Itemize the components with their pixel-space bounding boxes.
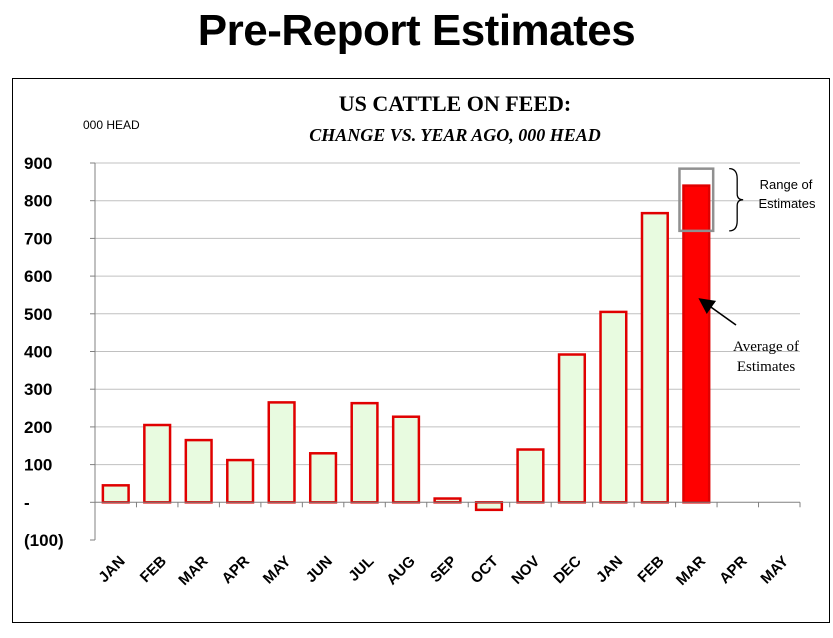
y-tick-label: 800 <box>24 192 52 211</box>
range-label-line2: Estimates <box>758 196 816 211</box>
y-tick-label: 700 <box>24 229 52 248</box>
bar <box>640 211 669 504</box>
page-title: Pre-Report Estimates <box>197 6 636 55</box>
bar <box>101 484 130 504</box>
bar <box>516 448 545 504</box>
x-tick-label: JUN <box>303 553 336 586</box>
bar <box>557 353 587 504</box>
y-tick-label: 900 <box>24 154 52 173</box>
range-label-line1: Range of <box>760 177 813 192</box>
x-tick-label: FEB <box>634 553 667 586</box>
x-tick-label: MAY <box>260 553 295 588</box>
x-tick-label: SEP <box>427 553 460 586</box>
x-tick-label: JAN <box>593 553 626 586</box>
average-arrow <box>698 298 737 326</box>
bar <box>433 497 462 504</box>
axes <box>90 162 801 541</box>
chart-frame <box>12 78 830 623</box>
y-tick-label: 600 <box>24 267 52 286</box>
y-tick-label: - <box>24 493 30 512</box>
x-tick-labels: JAN FEB MAR APR MAY JUN JUL AUG SEP OCT NOV DEC JAN F… <box>95 553 792 589</box>
x-tick-label: APR <box>219 553 254 588</box>
x-tick-label: OCT <box>467 553 501 587</box>
y-tick-label: 100 <box>24 456 52 475</box>
y-tick-label: 300 <box>24 380 52 399</box>
average-label-line1: Average of <box>733 339 799 355</box>
estimate-range-box <box>678 167 715 233</box>
x-tick-label: MAR <box>673 553 709 589</box>
annotations: Range of Estimates Average of Estimates <box>678 167 816 375</box>
range-brace <box>729 168 744 232</box>
bar <box>391 415 421 504</box>
y-tick-label: 400 <box>24 343 52 362</box>
bars <box>101 184 711 512</box>
x-tick-label: APR <box>716 553 751 588</box>
y-tick-labels: 900 800 700 600 500 400 300 200 100 - (100) <box>24 154 64 550</box>
x-tick-label: MAR <box>175 553 211 589</box>
average-label-line2: Estimates <box>737 359 795 375</box>
bar <box>226 458 255 504</box>
x-tick-label: AUG <box>383 553 419 589</box>
bar <box>308 452 338 504</box>
bar <box>599 310 628 504</box>
chart-subtitle: CHANGE VS. YEAR AGO, 000 HEAD <box>309 125 601 145</box>
x-tick-label: MAY <box>757 553 792 588</box>
y-tick-label: 200 <box>24 418 52 437</box>
x-tick-label: JAN <box>95 553 128 586</box>
bar <box>184 438 213 504</box>
bar <box>474 501 504 512</box>
bar <box>267 401 296 504</box>
x-tick-label: DEC <box>550 553 585 588</box>
x-tick-label: JUL <box>345 553 377 585</box>
x-tick-label: FEB <box>137 553 170 586</box>
bar <box>350 401 379 504</box>
bar-average-estimate <box>682 184 711 504</box>
bar <box>143 423 172 504</box>
y-tick-label: 500 <box>24 305 52 324</box>
y-axis-label: 000 HEAD <box>83 118 140 132</box>
y-tick-label: (100) <box>24 531 64 550</box>
x-tick-label: NOV <box>508 553 543 588</box>
chart-title: US CATTLE ON FEED: <box>339 91 571 116</box>
